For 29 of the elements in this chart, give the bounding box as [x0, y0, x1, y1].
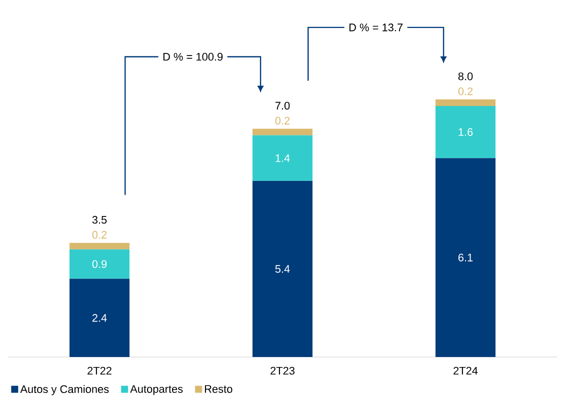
bar [436, 99, 496, 106]
total-label: 3.5 [92, 216, 107, 224]
x-tick-label: 2T24 [454, 366, 478, 375]
legend-label: Resto [204, 385, 232, 393]
data-label: 1.4 [276, 154, 290, 162]
data-label: 0.9 [92, 260, 107, 268]
data-label: 6.1 [458, 254, 473, 262]
bar [70, 249, 130, 279]
data-label: 0.2 [275, 116, 290, 125]
bar [252, 180, 313, 357]
x-tick-label: 2T22 [88, 366, 112, 375]
text: D % = 100.9 [163, 52, 223, 61]
legend-label: Autopartes [130, 385, 183, 395]
bar [436, 158, 496, 357]
bar [70, 242, 130, 250]
bar [70, 278, 130, 357]
bar [252, 135, 313, 181]
bar [436, 106, 496, 158]
data-label: 5.4 [275, 265, 290, 273]
x-tick-label: 2T23 [270, 366, 295, 375]
total-label: 7.0 [275, 102, 290, 110]
text: D % = 13.7 [349, 24, 403, 32]
data-label: 1.6 [458, 128, 473, 136]
data-label: 0.2 [458, 87, 473, 96]
legend-label: Autos y Camiones [20, 384, 109, 396]
bar [252, 128, 313, 136]
data-label: 2.4 [92, 314, 107, 322]
data-label: 0.2 [92, 230, 107, 239]
total-label: 8.0 [458, 72, 473, 80]
